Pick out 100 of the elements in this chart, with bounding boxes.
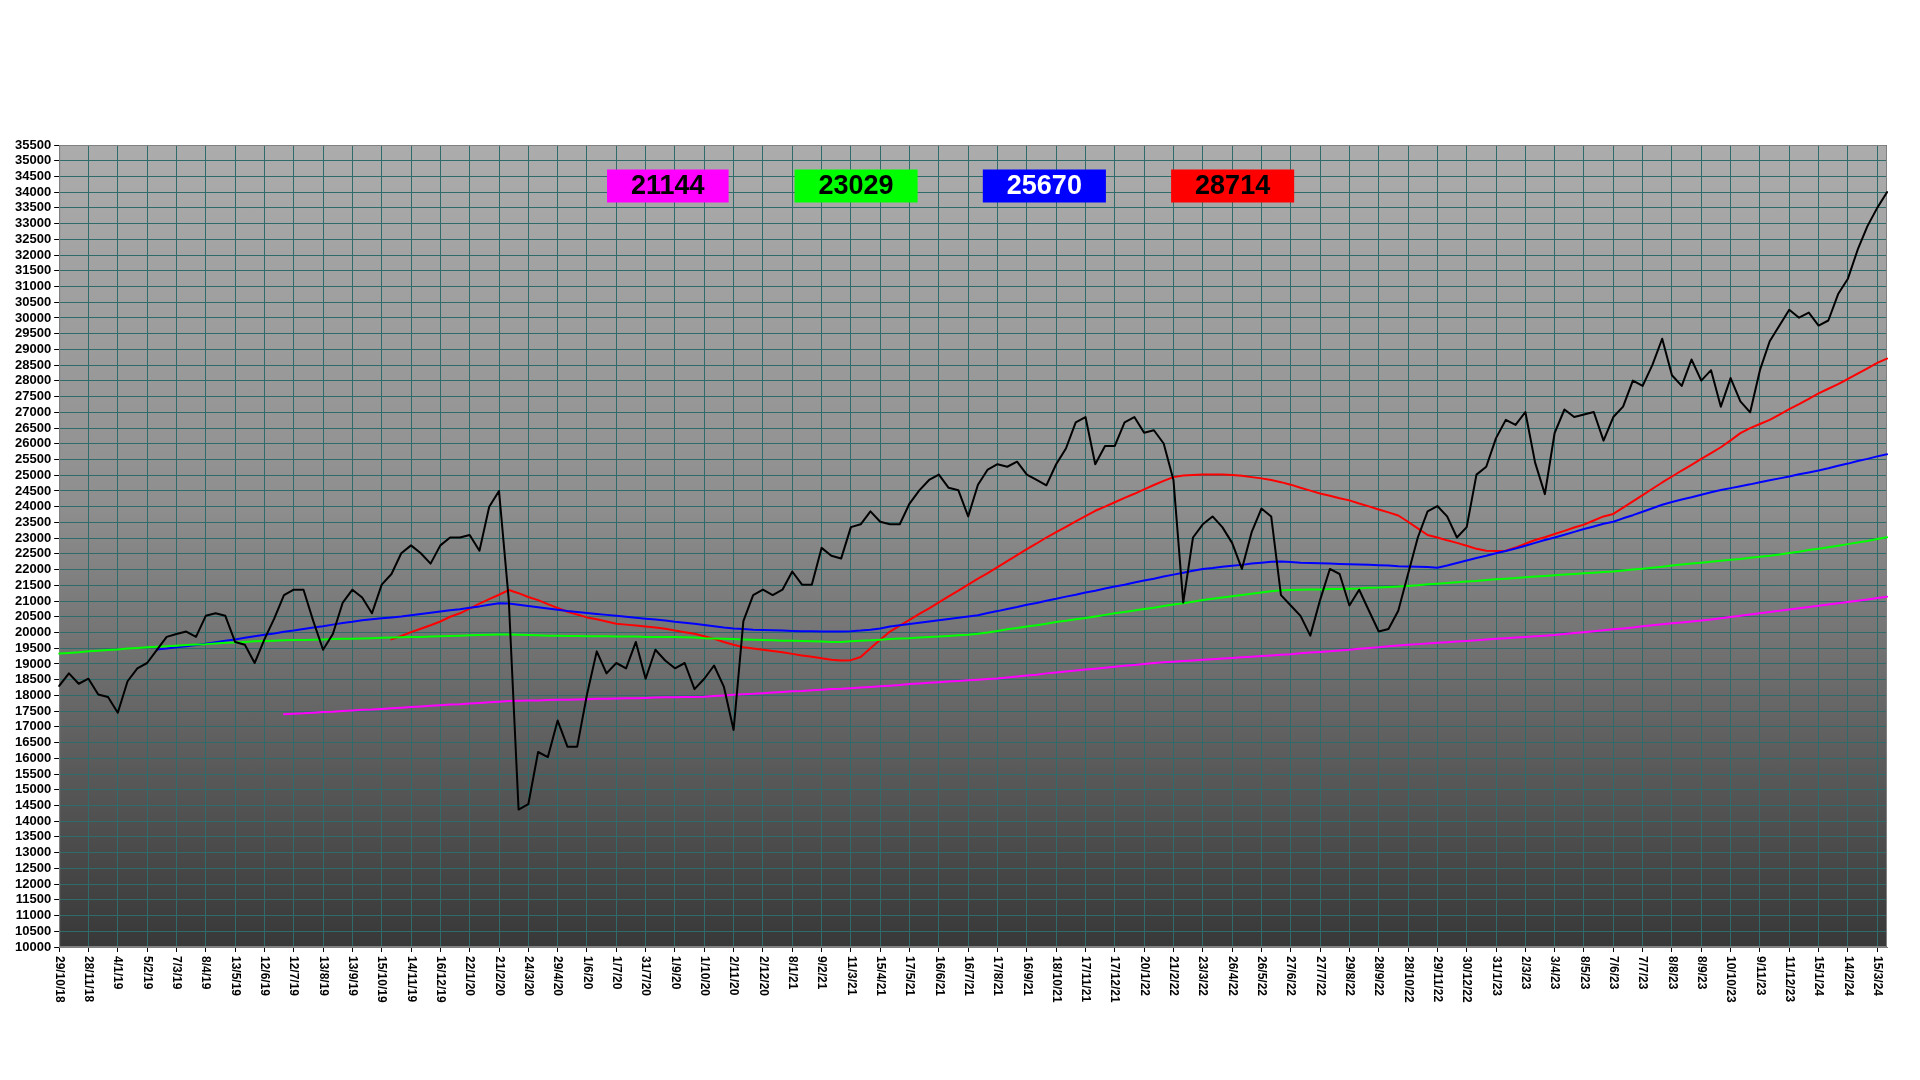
y-tick-label: 18000	[14, 686, 52, 702]
y-tick-label: 27500	[14, 388, 52, 404]
x-tick-label: 14/2/24	[1841, 956, 1856, 997]
x-tick-label: 2/12/20	[756, 956, 771, 997]
x-tick-label: 9/11/23	[1753, 956, 1768, 996]
x-tick-label: 8/4/19	[199, 956, 214, 990]
x-tick-label: 18/10/21	[1049, 956, 1064, 1004]
x-tick-label: 27/7/22	[1313, 956, 1328, 997]
x-tick-label: 13/5/19	[228, 956, 243, 997]
y-tick-label: 34500	[14, 168, 52, 184]
x-tick-label: 28/9/22	[1372, 956, 1387, 997]
y-tick-label: 35000	[14, 152, 52, 168]
y-tick-label: 28000	[14, 372, 52, 388]
annotation: 28714	[1195, 170, 1271, 201]
x-tick-label: 31/7/20	[639, 956, 654, 997]
x-tick-label: 9/2/21	[815, 956, 830, 990]
x-tick-label: 26/4/22	[1225, 956, 1240, 997]
x-tick-label: 1/7/20	[609, 956, 624, 990]
x-tick-label: 29/4/20	[551, 956, 566, 997]
annotation: 21144	[631, 170, 705, 201]
x-tick-label: 15/10/19	[375, 956, 390, 1004]
x-tick-label: 22/1/20	[463, 956, 478, 997]
x-tick-label: 13/8/19	[316, 956, 331, 997]
x-tick-label: 13/9/19	[346, 956, 361, 997]
x-tick-label: 16/6/21	[932, 956, 947, 997]
y-tick-label: 29000	[14, 341, 52, 357]
x-tick-label: 11/3/21	[844, 956, 859, 996]
x-tick-label: 23/3/22	[1196, 956, 1211, 997]
y-tick-label: 19000	[14, 655, 52, 671]
y-tick-label: 26500	[14, 419, 52, 435]
y-tick-label: 32500	[14, 230, 52, 246]
x-tick-label: 24/3/20	[522, 956, 537, 997]
y-tick-label: 24000	[14, 498, 52, 514]
y-tick-label: 23500	[14, 513, 52, 529]
x-tick-label: 17/11/21	[1079, 956, 1094, 1003]
x-tick-label: 16/7/21	[961, 956, 976, 997]
y-tick-label: 17500	[14, 702, 52, 718]
x-tick-label: 8/1/21	[785, 956, 800, 990]
annotation: 25670	[1006, 170, 1082, 201]
y-tick-label: 21500	[14, 576, 52, 592]
x-tick-label: 27/6/22	[1284, 956, 1299, 997]
x-tick-label: 17/8/21	[991, 956, 1006, 997]
x-tick-label: 28/10/22	[1401, 956, 1416, 1004]
y-tick-label: 22000	[14, 561, 52, 577]
y-tick-label: 31000	[14, 278, 52, 294]
y-tick-label: 26000	[14, 435, 52, 451]
x-tick-label: 14/11/19	[404, 956, 419, 1003]
y-tick-label: 24500	[14, 482, 52, 498]
y-tick-label: 14500	[14, 797, 52, 813]
x-tick-label: 5/2/19	[140, 956, 155, 990]
y-tick-label: 20000	[14, 624, 52, 640]
y-tick-label: 12000	[14, 875, 52, 891]
x-tick-label: 12/6/19	[258, 956, 273, 997]
x-tick-label: 21/2/20	[492, 956, 507, 997]
x-tick-label: 2/11/20	[727, 956, 742, 996]
x-tick-label: 7/6/23	[1607, 956, 1621, 990]
y-tick-label: 12500	[14, 859, 52, 875]
y-tick-label: 32000	[14, 246, 52, 262]
y-tick-label: 10000	[14, 938, 52, 954]
x-tick-label: 8/5/23	[1577, 956, 1592, 990]
y-tick-label: 25500	[14, 451, 52, 467]
y-tick-label: 16500	[14, 734, 52, 750]
y-tick-label: 25000	[14, 466, 52, 482]
x-tick-label: 17/12/21	[1108, 956, 1123, 1004]
x-tick-label: 4/1/19	[111, 956, 126, 990]
x-tick-label: 28/11/18	[82, 956, 97, 1003]
y-tick-label: 30000	[14, 309, 52, 325]
x-tick-label: 16/12/19	[434, 956, 449, 1004]
x-tick-label: 29/11/22	[1431, 956, 1446, 1003]
y-tick-label: 19500	[14, 639, 52, 655]
x-tick-label: 17/5/21	[903, 956, 918, 997]
x-tick-label: 1/10/20	[697, 956, 712, 997]
x-tick-label: 29/8/22	[1343, 956, 1358, 997]
x-tick-label: 20/1/22	[1137, 956, 1152, 997]
x-tick-label: 7/3/19	[170, 956, 185, 990]
y-tick-label: 21000	[14, 592, 52, 608]
x-tick-label: 29/10/18	[52, 956, 67, 1004]
y-tick-label: 16000	[14, 749, 52, 765]
x-tick-label: 16/9/21	[1020, 956, 1035, 997]
y-tick-label: 15000	[14, 781, 52, 797]
x-tick-label: 12/7/19	[287, 956, 302, 997]
x-tick-label: 1/6/20	[580, 956, 595, 990]
y-tick-label: 33500	[14, 199, 52, 215]
y-tick-label: 18500	[14, 671, 52, 687]
y-tick-label: 34000	[14, 183, 52, 199]
annotation: 23029	[818, 170, 894, 201]
x-tick-label: 31/1/23	[1489, 956, 1504, 997]
y-tick-label: 31500	[14, 262, 52, 278]
x-tick-label: 26/5/22	[1255, 956, 1270, 997]
y-tick-label: 13500	[14, 828, 52, 844]
y-tick-label: 22500	[14, 545, 52, 561]
x-tick-label: 3/4/23	[1548, 956, 1563, 990]
y-tick-label: 28500	[14, 356, 52, 372]
y-tick-label: 20500	[14, 608, 52, 624]
x-tick-label: 15/3/24	[1870, 956, 1885, 997]
x-tick-label: 30/12/22	[1460, 956, 1475, 1004]
x-tick-label: 7/7/23	[1636, 956, 1651, 990]
y-tick-label: 29500	[14, 325, 52, 341]
y-tick-label: 23000	[14, 529, 52, 545]
y-tick-label: 15500	[14, 765, 52, 781]
